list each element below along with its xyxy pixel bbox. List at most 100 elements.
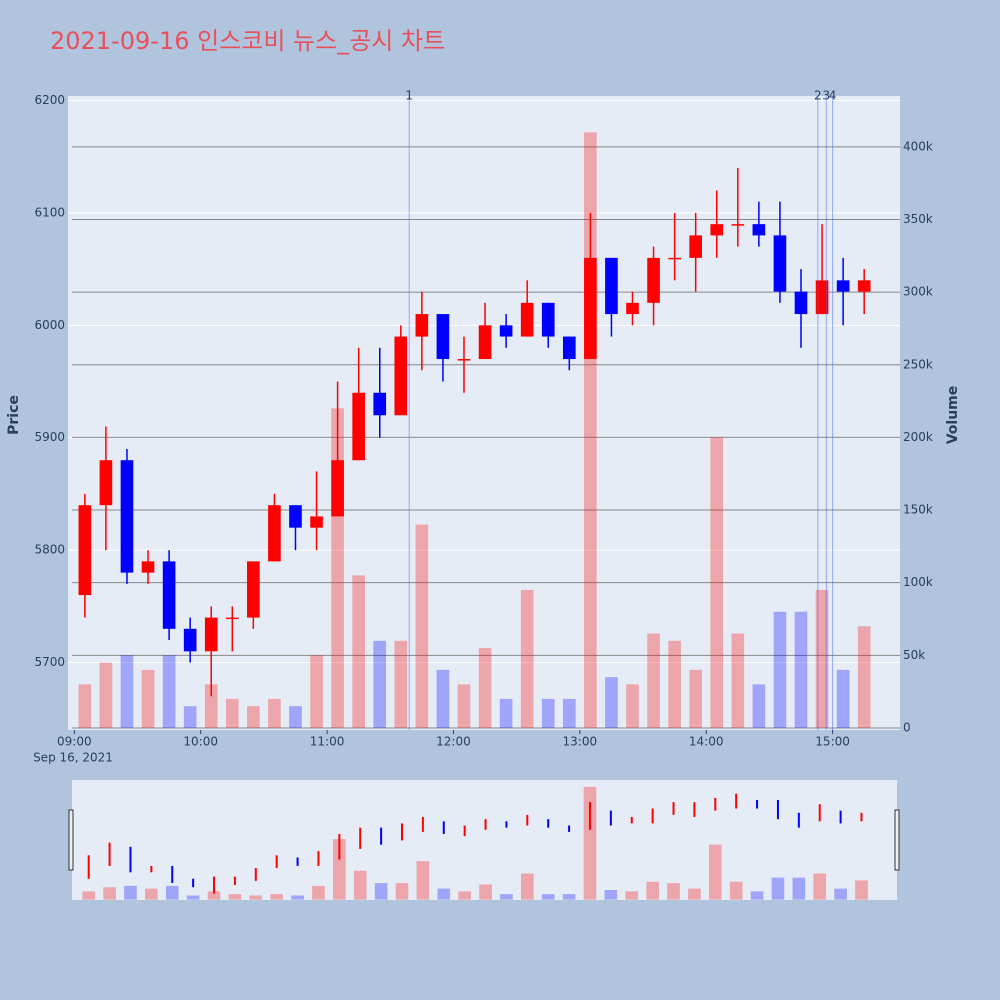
- x-date-label: Sep 16, 2021: [33, 751, 113, 765]
- x-tick-label: 13:00: [563, 735, 598, 749]
- candle-body: [562, 336, 576, 360]
- y2-tick-label: 50k: [903, 648, 925, 662]
- volume-bar: [120, 655, 134, 728]
- x-tick-label: 11:00: [310, 735, 345, 749]
- volume-bar: [162, 655, 176, 728]
- candle-body: [120, 460, 134, 573]
- volume-bar: [689, 669, 703, 728]
- slider-volume-bar: [249, 895, 263, 900]
- y-tick-label: 6100: [34, 205, 65, 219]
- y2-tick-label: 400k: [903, 139, 933, 153]
- candle-body: [204, 617, 218, 652]
- volume-bar: [626, 684, 639, 728]
- volume-bar: [647, 633, 660, 728]
- volume-bar: [731, 633, 745, 728]
- slider-volume-bar: [500, 894, 513, 900]
- candle-body: [141, 561, 155, 573]
- slider-volume-bar: [604, 889, 618, 900]
- candle-body: [752, 224, 766, 236]
- candle-body: [857, 280, 871, 292]
- slider-volume-bar: [416, 861, 430, 900]
- candle-body: [815, 280, 829, 315]
- y-tick-label: 6200: [34, 93, 65, 107]
- slider-volume-bar: [291, 895, 304, 900]
- volume-bar: [752, 684, 766, 728]
- slider-volume-bar: [688, 888, 701, 900]
- volume-bar: [78, 684, 92, 728]
- candle-body: [605, 257, 618, 315]
- slider-volume-bar: [541, 894, 555, 900]
- x-tick-label: 09:00: [57, 735, 92, 749]
- volume-bar: [541, 698, 555, 728]
- slider-volume-bar: [771, 877, 785, 900]
- slider-volume-bar: [562, 894, 576, 900]
- y2-tick-label: 200k: [903, 430, 933, 444]
- volume-bar: [373, 640, 387, 728]
- slider-volume-bar: [374, 883, 388, 900]
- candle-body: [647, 257, 660, 303]
- volume-bar: [562, 698, 576, 728]
- volume-bar: [773, 611, 787, 728]
- range-slider[interactable]: [72, 780, 897, 900]
- candle-body: [584, 257, 597, 360]
- volume-bar: [289, 706, 302, 728]
- candle-body: [731, 224, 745, 226]
- volume-bar: [605, 677, 618, 728]
- volume-bar: [99, 662, 113, 728]
- slider-volume-bar: [792, 877, 806, 900]
- candle-body: [331, 460, 344, 517]
- volume-bar: [794, 611, 808, 728]
- slider-volume-bar: [124, 885, 137, 900]
- volume-bar: [268, 698, 281, 728]
- volume-bar: [499, 698, 513, 728]
- slider-volume-bar: [333, 839, 346, 900]
- candle-body: [710, 224, 724, 236]
- candle-body: [436, 314, 450, 360]
- volume-bar: [415, 524, 429, 728]
- slider-handle[interactable]: [894, 809, 900, 871]
- slider-handle[interactable]: [68, 809, 74, 871]
- candle-body: [352, 392, 365, 461]
- candle-body: [394, 336, 408, 416]
- news-label: 1: [405, 89, 413, 103]
- slider-volume-bar: [270, 894, 284, 900]
- slider-volume-bar: [82, 891, 96, 900]
- y2-tick-label: 250k: [903, 357, 933, 371]
- slider-volume-bar: [186, 895, 200, 900]
- x-tick-label: 12:00: [436, 735, 471, 749]
- candle-body: [541, 302, 555, 337]
- volume-bar: [183, 706, 197, 728]
- news-label: 3: [822, 89, 830, 103]
- slider-volume-bar: [729, 881, 743, 900]
- candle-body: [478, 325, 492, 360]
- slider-volume-bar: [103, 887, 116, 900]
- candle-body: [373, 392, 387, 416]
- candle-body: [99, 460, 113, 506]
- y2-tick-label: 150k: [903, 503, 933, 517]
- slider-volume-bar: [855, 880, 868, 900]
- slider-volume-bar: [520, 873, 534, 900]
- y2-tick-label: 0: [903, 720, 911, 734]
- y2-tick-label: 100k: [903, 575, 933, 589]
- candle-body: [836, 280, 850, 292]
- slider-volume-bar: [207, 891, 221, 900]
- candle-body: [415, 314, 429, 337]
- volume-bar: [310, 655, 323, 728]
- volume-bar: [815, 589, 829, 728]
- candle-body: [794, 291, 808, 315]
- slider-volume-bar: [583, 786, 597, 900]
- news-label: 2: [814, 89, 822, 103]
- candle-body: [183, 628, 197, 652]
- chart-title: 2021-09-16 인스코비 뉴스_공시 차트: [50, 27, 445, 55]
- volume-bar: [247, 706, 260, 728]
- slider-volume-bar: [458, 891, 471, 900]
- y-tick-label: 5700: [34, 655, 65, 669]
- y2-tick-label: 300k: [903, 285, 933, 299]
- y2-tick-label: 350k: [903, 212, 933, 226]
- slider-volume-bar: [708, 844, 722, 900]
- slider-volume-bar: [750, 891, 764, 900]
- x-tick-label: 15:00: [815, 735, 850, 749]
- y-tick-label: 5800: [34, 543, 65, 557]
- volume-bar: [668, 640, 681, 728]
